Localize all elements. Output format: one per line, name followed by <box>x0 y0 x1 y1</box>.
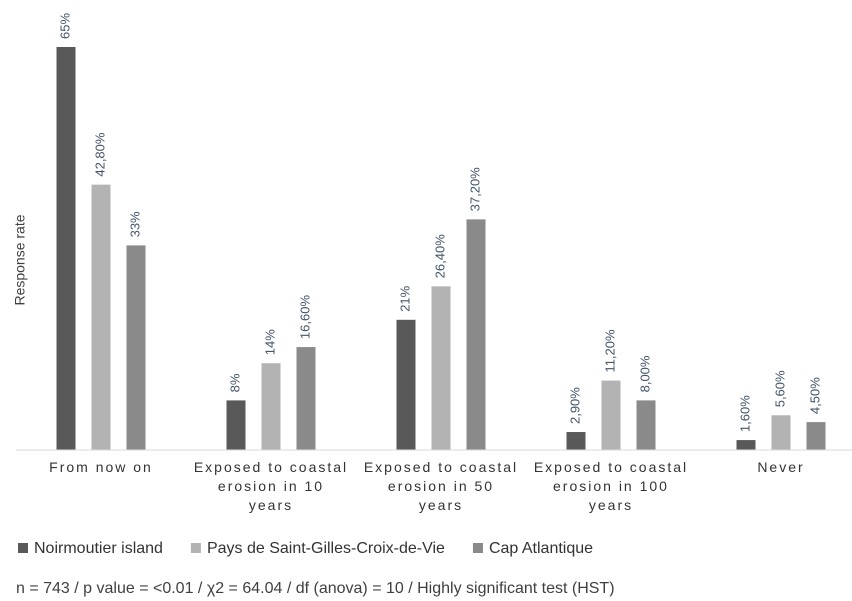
bar <box>566 432 586 450</box>
value-label: 4,50% <box>807 377 822 414</box>
bar <box>771 415 791 450</box>
x-tick-label-box: Exposed to coastal erosion in 100 years <box>533 459 689 513</box>
value-label: 8% <box>227 373 242 392</box>
value-label: 21% <box>397 285 412 311</box>
bar <box>296 347 316 450</box>
value-label: 1,60% <box>737 395 752 432</box>
value-label: 11,20% <box>602 329 617 373</box>
legend-swatch <box>472 543 483 553</box>
y-axis-label: Response rate <box>12 214 28 305</box>
value-label: 5,60% <box>772 370 787 407</box>
bar <box>636 400 656 450</box>
bar <box>226 400 246 450</box>
bar <box>466 219 486 450</box>
x-tick-label: Exposed to coastal erosion in 10 years <box>193 459 349 513</box>
value-label: 33% <box>127 211 142 237</box>
legend-label: Pays de Saint-Gilles-Croix-de-Vie <box>207 540 445 557</box>
x-tick-label-box: Exposed to coastal erosion in 10 years <box>193 459 349 513</box>
legend-swatch <box>18 543 28 553</box>
legend-label: Cap Atlantique <box>489 540 593 557</box>
bar <box>601 380 621 450</box>
x-tick-label-box: Exposed to coastal erosion in 50 years <box>363 459 519 513</box>
legend-swatch <box>190 543 201 553</box>
value-label: 8,00% <box>637 355 652 392</box>
bar <box>736 440 756 450</box>
x-tick-label-box: Never <box>757 459 805 475</box>
x-tick-label: From now on <box>49 459 153 475</box>
value-label: 26,40% <box>432 234 447 279</box>
x-tick-label: Exposed to coastal erosion in 50 years <box>363 459 519 513</box>
note: n = 743 / p value = <0.01 / χ2 = 64.04 /… <box>16 580 615 597</box>
bar <box>126 245 146 450</box>
value-label: 16,60% <box>297 295 312 340</box>
bar <box>261 363 281 450</box>
x-tick-label: Never <box>757 459 805 475</box>
bar <box>431 286 451 450</box>
bar <box>806 422 826 450</box>
value-label: 14% <box>262 329 277 355</box>
bar <box>56 47 76 450</box>
value-label: 65% <box>57 13 72 39</box>
value-label: 2,90% <box>567 387 582 424</box>
legend-label: Noirmoutier island <box>34 540 163 557</box>
bar <box>91 184 111 450</box>
x-tick-label: Exposed to coastal erosion in 100 years <box>533 459 689 513</box>
x-tick-label-box: From now on <box>49 459 153 475</box>
value-label: 37,20% <box>467 167 482 212</box>
bar <box>396 319 416 450</box>
value-label: 42,80% <box>92 132 107 177</box>
